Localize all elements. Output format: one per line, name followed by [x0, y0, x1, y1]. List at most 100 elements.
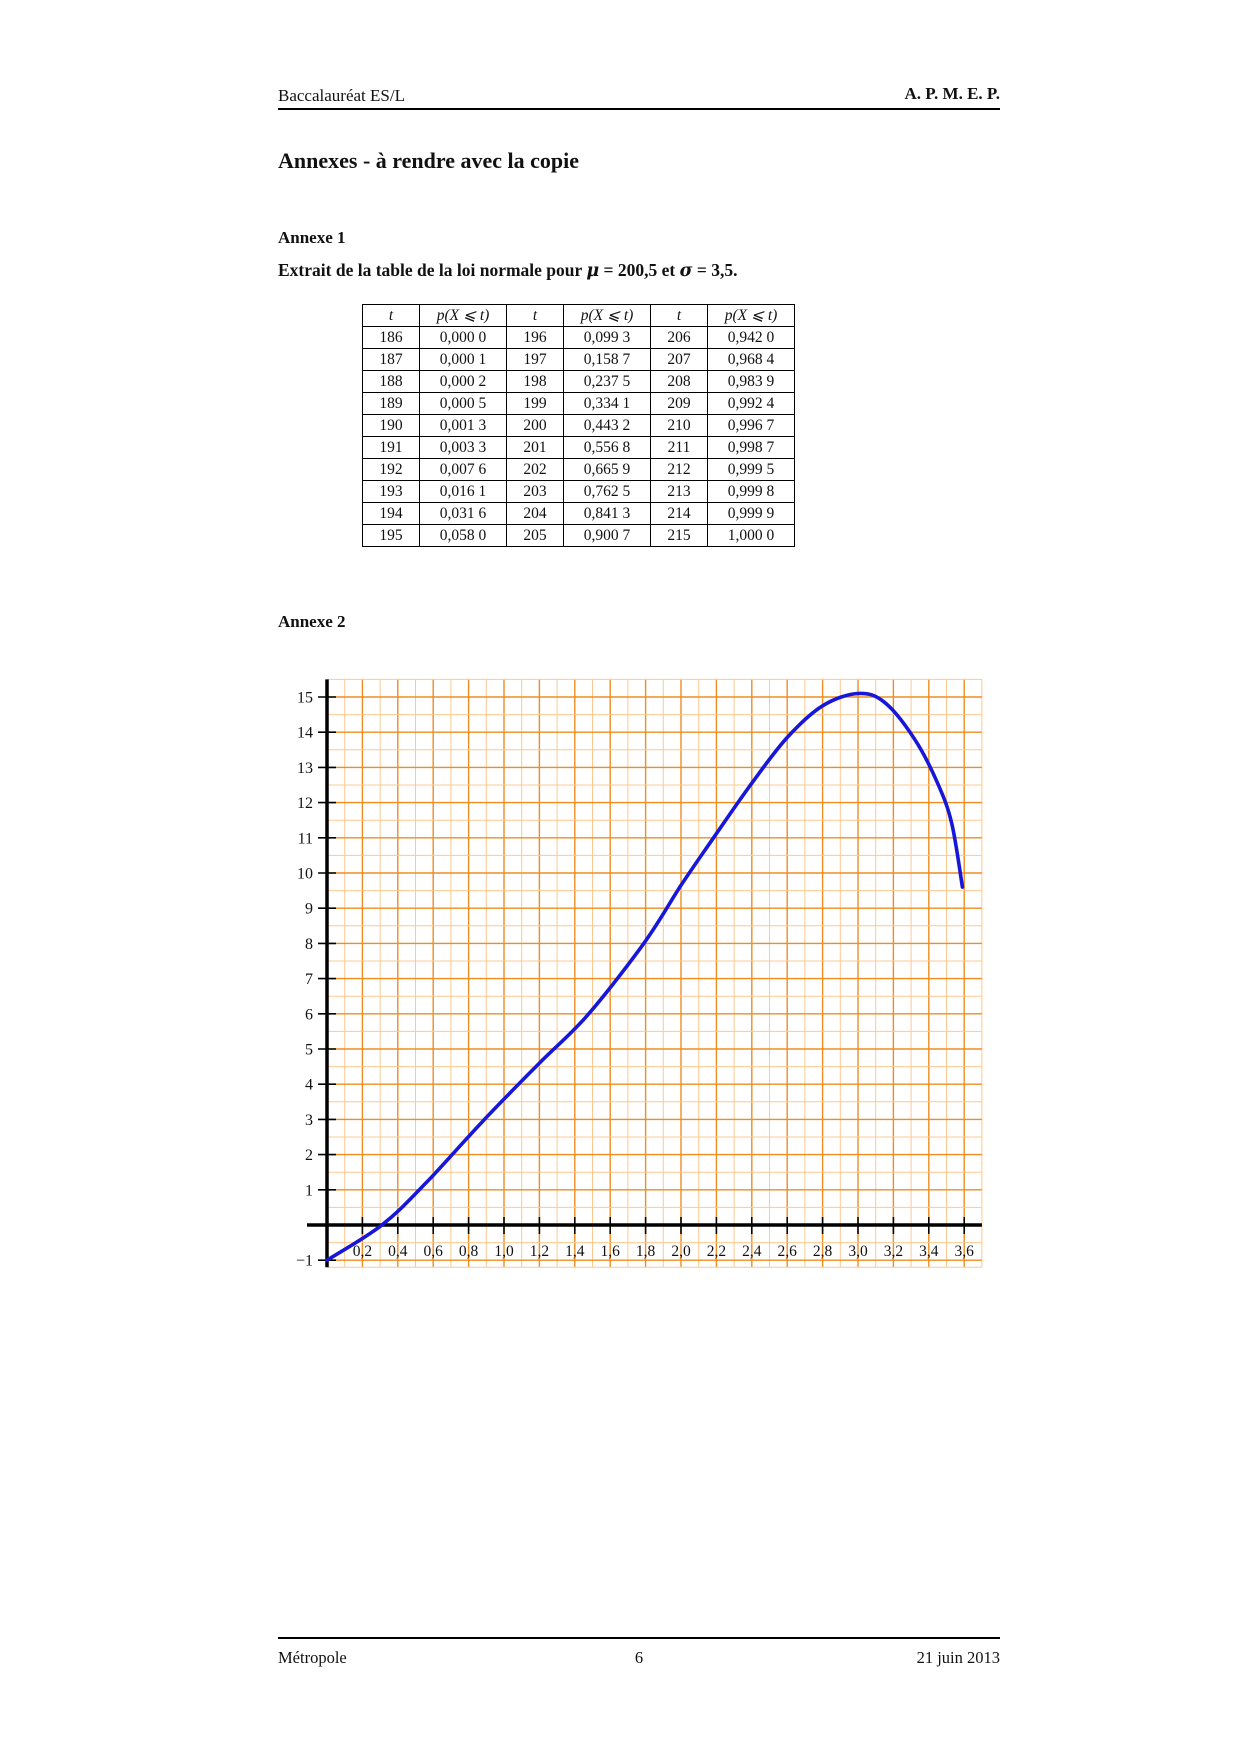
table-cell: 191 [362, 436, 420, 459]
table-cell: 189 [362, 392, 420, 415]
table-cell: 0,443 2 [563, 414, 651, 437]
y-tick-label: 6 [305, 1006, 313, 1023]
x-tick-label: 2,2 [707, 1243, 726, 1260]
table-cell: 214 [650, 502, 708, 525]
table-cell: 186 [362, 326, 420, 349]
table-header-cell: t [650, 304, 708, 327]
header-left-text: Baccalauréat ES/L [278, 86, 405, 105]
table-cell: 199 [506, 392, 564, 415]
y-tick-label: 2 [305, 1147, 313, 1164]
footer-rule [278, 1637, 1000, 1639]
table-cell: 0,000 5 [419, 392, 507, 415]
table-header-row: t p(X ⩽ t) t p(X ⩽ t) t p(X ⩽ t) [362, 304, 795, 327]
caption-text-3: = 3,5. [692, 260, 738, 280]
table-cell: 192 [362, 458, 420, 481]
y-tick-label: 7 [305, 971, 313, 988]
table-cell: 0,841 3 [563, 502, 651, 525]
table-cell: 0,998 7 [707, 436, 795, 459]
table-cell: 202 [506, 458, 564, 481]
table-caption: Extrait de la table de la loi normale po… [278, 260, 738, 281]
x-tick-label: 2,0 [671, 1243, 691, 1260]
header-right-text: A. P. M. E. P. [904, 84, 1000, 103]
table-cell: 0,237 5 [563, 370, 651, 393]
x-tick-label: 1,2 [530, 1243, 549, 1260]
y-tick-label: 1 [305, 1182, 313, 1199]
table-row: 188 0,000 2 198 0,237 5 208 0,983 9 [362, 370, 795, 393]
function-chart-svg: 15 14 13 12 11 10 9 8 7 6 5 4 3 2 1 −1 0,2 0,4 0,6 0,8 1,0 1,… [296, 678, 983, 1270]
table-row: 194 0,031 6 204 0,841 3 214 0,999 9 [362, 502, 795, 525]
table-cell: 0,000 2 [419, 370, 507, 393]
y-tick-label: 10 [297, 866, 313, 883]
y-tick-label: 3 [305, 1112, 313, 1129]
table-cell: 0,999 5 [707, 458, 795, 481]
table-header-cell: t [362, 304, 420, 327]
x-tick-label: 0,6 [424, 1243, 444, 1260]
table-row: 189 0,000 5 199 0,334 1 209 0,992 4 [362, 392, 795, 415]
table-cell: 194 [362, 502, 420, 525]
table-row: 186 0,000 0 196 0,099 3 206 0,942 0 [362, 326, 795, 349]
caption-text-2: = 200,5 et [599, 260, 680, 280]
y-tick-label: 4 [305, 1077, 313, 1094]
y-tick-label: 5 [305, 1042, 313, 1059]
table-cell: 193 [362, 480, 420, 503]
x-tick-label: 2,6 [778, 1243, 798, 1260]
table-cell: 0,992 4 [707, 392, 795, 415]
sigma-symbol: σ [679, 261, 693, 281]
y-tick-label: 9 [305, 901, 313, 918]
x-tick-label: 3,0 [848, 1243, 868, 1260]
table-cell: 212 [650, 458, 708, 481]
table-cell: 198 [506, 370, 564, 393]
table-cell: 0,999 8 [707, 480, 795, 503]
table-cell: 215 [650, 524, 708, 547]
table-cell: 213 [650, 480, 708, 503]
table-cell: 0,999 9 [707, 502, 795, 525]
annexe1-heading: Annexe 1 [278, 228, 346, 247]
table-cell: 200 [506, 414, 564, 437]
table-cell: 0,158 7 [563, 348, 651, 371]
table-cell: 211 [650, 436, 708, 459]
table-cell: 0,665 9 [563, 458, 651, 481]
table-row: 187 0,000 1 197 0,158 7 207 0,968 4 [362, 348, 795, 371]
table-cell: 0,000 0 [419, 326, 507, 349]
y-tick-label: 15 [297, 690, 313, 707]
table-cell: 206 [650, 326, 708, 349]
x-tick-label: 3,4 [919, 1243, 939, 1260]
table-cell: 0,099 3 [563, 326, 651, 349]
table-cell: 210 [650, 414, 708, 437]
y-tick-label: 8 [305, 936, 313, 953]
table-cell: 205 [506, 524, 564, 547]
table-cell: 197 [506, 348, 564, 371]
curve-courbe [325, 691, 965, 1262]
y-tick-label: 14 [297, 725, 313, 742]
table-row: 191 0,003 3 201 0,556 8 211 0,998 7 [362, 436, 795, 459]
x-tick-label: 0,4 [388, 1243, 408, 1260]
table-cell: 188 [362, 370, 420, 393]
table-row: 193 0,016 1 203 0,762 5 213 0,999 8 [362, 480, 795, 503]
table-cell: 207 [650, 348, 708, 371]
table-cell: 0,556 8 [563, 436, 651, 459]
table-cell: 0,900 7 [563, 524, 651, 547]
table-cell: 0,762 5 [563, 480, 651, 503]
table-cell: 203 [506, 480, 564, 503]
table-row: 190 0,001 3 200 0,443 2 210 0,996 7 [362, 414, 795, 437]
table-cell: 0,003 3 [419, 436, 507, 459]
function-chart: 15 14 13 12 11 10 9 8 7 6 5 4 3 2 1 −1 0,2 0,4 0,6 0,8 1,0 1,… [260, 655, 1000, 1295]
table-header-cell: p(X ⩽ t) [563, 304, 651, 327]
table-cell: 0,968 4 [707, 348, 795, 371]
x-tick-label: 2,8 [813, 1243, 833, 1260]
table-row: 192 0,007 6 202 0,665 9 212 0,999 5 [362, 458, 795, 481]
annexe2-heading: Annexe 2 [278, 612, 346, 631]
table-header-cell: t [506, 304, 564, 327]
mu-symbol: μ [586, 261, 600, 281]
y-tick-label: −1 [296, 1253, 313, 1270]
table-row: 195 0,058 0 205 0,900 7 215 1,000 0 [362, 524, 795, 547]
table-cell: 0,058 0 [419, 524, 507, 547]
x-tick-label: 1,4 [565, 1243, 585, 1260]
table-cell: 196 [506, 326, 564, 349]
x-tick-label: 1,8 [636, 1243, 656, 1260]
table-cell: 187 [362, 348, 420, 371]
footer-location: Métropole [278, 1648, 347, 1667]
table-cell: 0,983 9 [707, 370, 795, 393]
table-header-cell: p(X ⩽ t) [419, 304, 507, 327]
table-cell: 0,334 1 [563, 392, 651, 415]
